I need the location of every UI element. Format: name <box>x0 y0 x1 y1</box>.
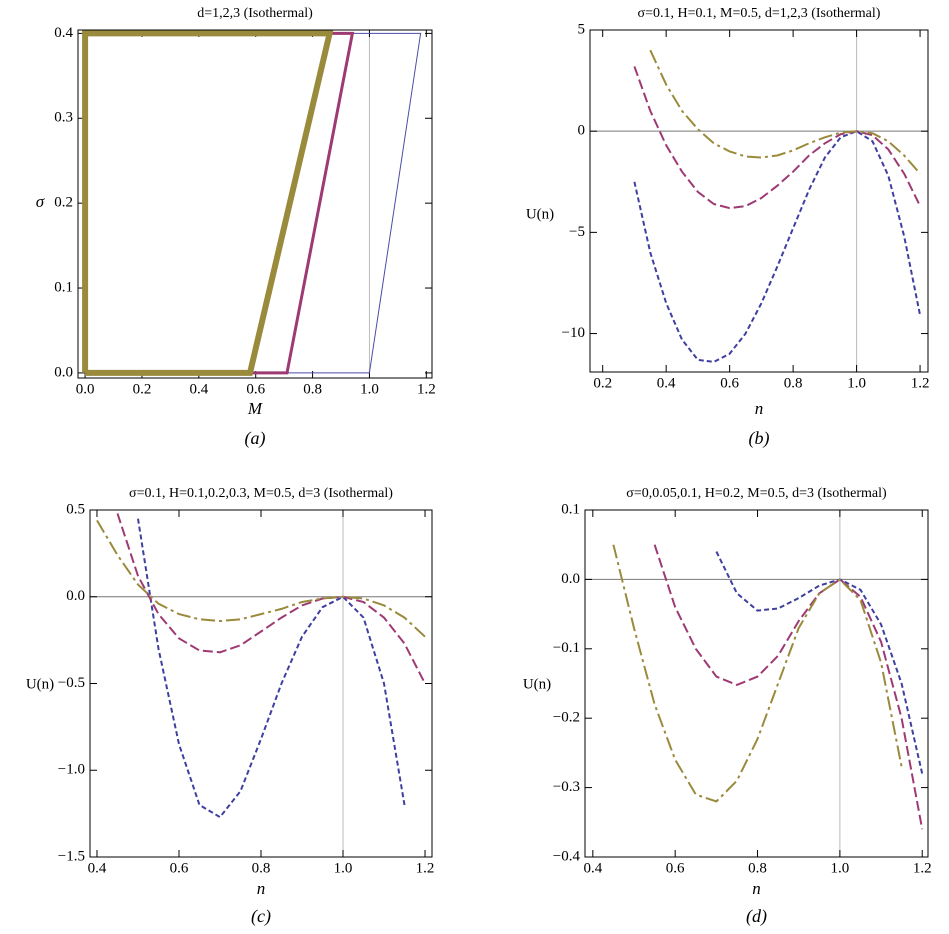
caption: (b) <box>749 428 770 449</box>
chart-title: d=1,2,3 (Isothermal) <box>197 6 313 21</box>
x-tick-label: 1.2 <box>417 381 436 397</box>
y-tick-label: −0.3 <box>553 779 580 795</box>
y-tick-label: −1.5 <box>58 848 85 864</box>
x-tick-label: 1.0 <box>847 375 866 391</box>
x-tick-label: 0.8 <box>303 381 322 397</box>
x-tick-label: 0.4 <box>189 381 208 397</box>
x-axis-label: n <box>257 879 266 898</box>
series-line <box>137 518 406 819</box>
x-tick-label: 0.0 <box>76 381 95 397</box>
y-tick-label: 0.1 <box>561 501 580 517</box>
y-axis-label: σ <box>36 192 45 211</box>
x-tick-label: 0.8 <box>252 860 271 876</box>
x-tick-label: 0.6 <box>666 860 685 876</box>
plot-frame <box>89 509 433 858</box>
series-line <box>633 66 921 210</box>
plot-area <box>96 513 426 819</box>
y-tick-label: 0.3 <box>54 110 73 126</box>
x-tick-label: 1.0 <box>360 381 379 397</box>
chart-title: σ=0.1, H=0.1, M=0.5, d=1,2,3 (Isothermal… <box>638 6 881 21</box>
y-tick-label: 0 <box>578 123 586 139</box>
chart-title: σ=0.1, H=0.1,0.2,0.3, M=0.5, d=3 (Isothe… <box>129 486 393 501</box>
x-tick-label: 0.2 <box>133 381 152 397</box>
plot-frame <box>589 29 929 373</box>
x-tick-label: 1.2 <box>913 860 932 876</box>
x-tick-label: 0.6 <box>170 860 189 876</box>
x-tick-label: 0.4 <box>657 375 676 391</box>
plot-frame <box>77 29 433 379</box>
series-line <box>82 30 334 376</box>
y-tick-label: 0.2 <box>54 195 73 211</box>
y-tick-label: −10 <box>562 325 585 341</box>
series-line <box>715 551 924 774</box>
series-line <box>633 130 922 363</box>
x-axis-label: M <box>247 399 263 418</box>
x-tick-label: 0.8 <box>748 860 767 876</box>
x-axis-label: n <box>755 399 764 418</box>
y-axis-label: U(n) <box>26 676 54 692</box>
series-line <box>116 513 426 684</box>
y-tick-label: −1.0 <box>58 762 85 778</box>
x-tick-label: 0.8 <box>784 375 803 391</box>
y-tick-label: 0.5 <box>66 501 85 517</box>
caption: (d) <box>746 906 767 927</box>
plot-frame <box>584 509 929 858</box>
y-tick-label: 0.0 <box>66 588 85 604</box>
y-tick-label: 0.4 <box>54 25 73 41</box>
y-tick-label: −0.2 <box>553 710 580 726</box>
x-tick-label: 0.4 <box>88 860 107 876</box>
x-tick-label: 1.2 <box>416 860 435 876</box>
y-tick-label: 0.0 <box>561 571 580 587</box>
x-tick-label: 1.2 <box>911 375 930 391</box>
y-tick-label: −0.4 <box>553 848 581 864</box>
plot-area <box>612 544 924 830</box>
y-tick-label: −0.1 <box>553 640 580 656</box>
x-tick-label: 0.6 <box>246 381 265 397</box>
caption: (a) <box>245 428 266 449</box>
y-tick-label: −5 <box>569 224 585 240</box>
plot-area <box>82 30 422 376</box>
y-axis-label: U(n) <box>526 206 554 222</box>
y-tick-label: 0.0 <box>54 364 73 380</box>
y-axis-label: U(n) <box>523 676 551 692</box>
x-tick-label: 0.2 <box>593 375 612 391</box>
chart-title: σ=0,0.05,0.1, H=0.2, M=0.5, d=3 (Isother… <box>626 486 887 501</box>
x-axis-label: n <box>752 879 761 898</box>
series-line <box>83 31 355 375</box>
x-tick-label: 1.0 <box>334 860 353 876</box>
series-line <box>96 519 426 638</box>
x-tick-label: 1.0 <box>831 860 850 876</box>
series-line <box>653 544 924 830</box>
y-tick-label: −0.5 <box>58 675 85 691</box>
series-line <box>612 544 903 803</box>
series-line <box>84 32 422 374</box>
y-tick-label: 5 <box>578 21 586 37</box>
plot-area <box>633 49 922 363</box>
series-line <box>649 49 921 175</box>
y-tick-label: 0.1 <box>54 279 73 295</box>
x-tick-label: 0.6 <box>720 375 739 391</box>
caption: (c) <box>251 906 271 927</box>
x-tick-label: 0.4 <box>583 860 602 876</box>
